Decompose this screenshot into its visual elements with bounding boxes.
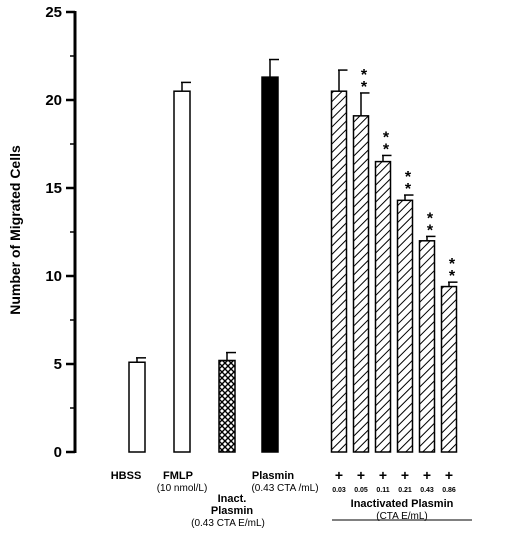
y-axis: 0 5 10 15 20 25 bbox=[45, 4, 77, 461]
bar bbox=[352, 115, 370, 453]
plus-label: + bbox=[335, 467, 343, 483]
plus-label: + bbox=[445, 467, 453, 483]
category-sublabel: (0.43 CTA E/mL) bbox=[191, 518, 265, 529]
group-label: Inactivated Plasmin bbox=[351, 498, 454, 510]
bar bbox=[261, 76, 279, 453]
y-tick-label: 20 bbox=[45, 92, 62, 109]
plus-label: + bbox=[357, 467, 365, 483]
concentration-label: 0.86 bbox=[442, 487, 456, 494]
concentration-label: 0.21 bbox=[398, 487, 412, 494]
significance-marker: * bbox=[405, 169, 412, 186]
category-label: Plasmin bbox=[252, 470, 294, 482]
plus-label: + bbox=[423, 467, 431, 483]
bar bbox=[418, 240, 436, 453]
bar bbox=[374, 160, 392, 453]
concentration-label: 0.03 bbox=[332, 487, 346, 494]
significance-marker: * bbox=[361, 67, 368, 84]
category-label: Plasmin bbox=[211, 505, 253, 517]
y-tick-label: 15 bbox=[45, 180, 62, 197]
group-sublabel: (CTA E/mL) bbox=[376, 511, 427, 522]
plus-label: + bbox=[401, 467, 409, 483]
concentration-label: 0.05 bbox=[354, 487, 368, 494]
significance-marker: * bbox=[449, 268, 456, 285]
bar bbox=[396, 199, 414, 453]
significance-marker: * bbox=[383, 129, 390, 146]
y-tick-label: 10 bbox=[45, 268, 62, 285]
concentration-label: 0.43 bbox=[420, 487, 434, 494]
significance-marker: * bbox=[427, 222, 434, 239]
significance-marker: * bbox=[427, 210, 434, 227]
category-sublabel: (0.43 CTA /mL) bbox=[251, 483, 318, 494]
significance-marker: * bbox=[449, 256, 456, 273]
bar bbox=[128, 361, 146, 453]
category-label: Inact. bbox=[218, 493, 247, 505]
y-tick-label: 5 bbox=[54, 356, 62, 373]
y-tick-label: 25 bbox=[45, 4, 62, 21]
y-tick-label: 0 bbox=[54, 444, 62, 461]
bar bbox=[218, 359, 236, 453]
concentration-label: 0.11 bbox=[376, 487, 389, 494]
significance-marker: * bbox=[383, 141, 390, 158]
category-labels: HBSS FMLP(10 nmol/L)Inact.Plasmin(0.43 CT… bbox=[111, 467, 456, 529]
significance-marker: * bbox=[361, 79, 368, 96]
category-label: FMLP bbox=[163, 470, 193, 482]
category-sublabel: (10 nmol/L) bbox=[157, 483, 208, 494]
y-axis-title: Number of Migrated Cells bbox=[7, 145, 23, 315]
bars: ********** bbox=[128, 58, 458, 453]
bar bbox=[330, 90, 348, 453]
category-label: HBSS bbox=[111, 470, 142, 482]
plus-label: + bbox=[379, 467, 387, 483]
bar bbox=[173, 90, 191, 453]
significance-marker: * bbox=[405, 181, 412, 198]
bar bbox=[440, 285, 458, 453]
